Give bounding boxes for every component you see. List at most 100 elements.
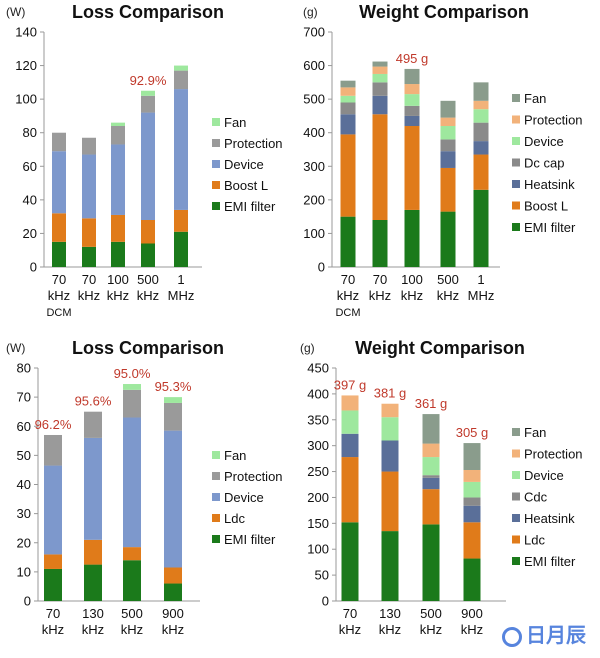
y-tick-label: 50: [17, 448, 31, 463]
bar-segment-device: [381, 417, 399, 441]
bar-segment-ldc: [341, 457, 359, 523]
bar-segment-protection: [381, 403, 399, 418]
legend-swatch: [512, 449, 520, 458]
y-tick-label: 80: [23, 125, 37, 140]
y-tick-label: 300: [307, 438, 329, 453]
x-tick-label: DCM: [46, 307, 71, 319]
x-tick-label: kHz: [48, 288, 70, 303]
y-tick-label: 200: [303, 192, 325, 207]
x-tick-label: 500: [437, 272, 459, 287]
legend-label: Fan: [224, 115, 246, 130]
bar-segment-protection: [111, 126, 125, 145]
bar-segment-boost-l: [473, 154, 489, 190]
x-tick-label: 100: [401, 272, 423, 287]
y-tick-label: 70: [17, 390, 31, 405]
x-tick-label: kHz: [420, 622, 442, 637]
legend-swatch: [212, 451, 220, 459]
efficiency-annotation: 95.3%: [155, 379, 192, 394]
bar-segment-fan: [404, 68, 420, 85]
legend-swatch: [212, 160, 220, 168]
bar-segment-protection: [141, 95, 155, 113]
bar-segment-device: [473, 109, 489, 123]
legend-label: Protection: [224, 469, 283, 484]
y-tick-label: 700: [303, 25, 325, 40]
legend-label: Fan: [524, 425, 546, 440]
y-tick-label: 140: [15, 25, 37, 40]
x-tick-label: kHz: [437, 288, 459, 303]
legend-label: EMI filter: [524, 220, 576, 235]
bar-segment-ldc: [123, 547, 141, 561]
bar-segment-device: [372, 73, 388, 83]
legend-label: Fan: [224, 448, 246, 463]
bar-segment-protection: [463, 470, 481, 482]
bar-segment-emi-filter: [372, 220, 388, 267]
bar-segment-device: [52, 151, 66, 214]
bar-segment-device: [404, 94, 420, 106]
x-tick-label: MHz: [168, 288, 195, 303]
y-tick-label: 80: [17, 361, 31, 376]
x-tick-label: kHz: [339, 622, 361, 637]
y-tick-label: 20: [17, 535, 31, 550]
bar-segment-heatsink: [463, 505, 481, 523]
legend-label: EMI filter: [224, 532, 276, 547]
unit-label: (g): [300, 341, 315, 355]
legend-label: Device: [224, 490, 264, 505]
bar-segment-device: [341, 410, 359, 434]
bar-segment-fan: [111, 122, 125, 126]
unit-label: (g): [303, 5, 318, 19]
legend-label: Boost L: [224, 178, 268, 193]
bar-segment-protection: [473, 100, 489, 110]
legend-label: Protection: [524, 447, 583, 462]
bar-segment-device: [111, 144, 125, 215]
y-tick-label: 20: [23, 226, 37, 241]
bar-segment-fan: [141, 90, 155, 96]
bar-segment-dc-cap: [404, 105, 420, 116]
bar-segment-fan: [372, 61, 388, 67]
x-tick-label: 900: [162, 606, 184, 621]
bar-segment-boost-l: [340, 134, 356, 217]
x-tick-label: kHz: [78, 288, 100, 303]
legend-label: Protection: [524, 113, 583, 128]
y-tick-label: 100: [307, 542, 329, 557]
x-tick-label: kHz: [137, 288, 159, 303]
x-tick-label: 130: [82, 606, 104, 621]
bar-segment-fan: [422, 414, 440, 444]
bar-segment-protection: [341, 395, 359, 411]
bar-segment-emi-filter: [404, 209, 420, 267]
bar-segment-boost-l: [82, 218, 96, 247]
bar-segment-protection: [123, 389, 141, 418]
bar-segment-boost-l: [52, 213, 66, 242]
efficiency-annotation: 95.0%: [114, 366, 151, 381]
y-tick-label: 100: [15, 92, 37, 107]
bar-segment-protection: [174, 70, 188, 90]
legend-swatch: [512, 535, 520, 544]
y-tick-label: 30: [17, 506, 31, 521]
x-tick-label: 70: [373, 272, 387, 287]
bar-segment-emi-filter: [82, 246, 96, 267]
chart-title: Loss Comparison: [72, 338, 224, 358]
legend-label: Boost L: [524, 199, 568, 214]
x-tick-label: 500: [420, 606, 442, 621]
bar-segment-ldc: [422, 489, 440, 525]
bar-segment-emi-filter: [473, 189, 489, 267]
legend-swatch: [512, 492, 520, 501]
x-tick-label: 70: [52, 272, 66, 287]
legend-swatch: [512, 223, 520, 231]
bar-segment-device: [174, 89, 188, 210]
x-tick-label: 500: [121, 606, 143, 621]
bar-segment-heatsink: [404, 115, 420, 126]
bar-segment-protection: [82, 137, 96, 155]
bar-segment-device: [440, 126, 456, 140]
legend-swatch: [512, 201, 520, 210]
legend-label: Protection: [224, 136, 283, 151]
bar-segment-dc-cap: [440, 139, 456, 152]
y-tick-label: 60: [23, 159, 37, 174]
legend-label: EMI filter: [224, 199, 276, 214]
bar-segment-emi-filter: [340, 216, 356, 267]
y-tick-label: 600: [303, 58, 325, 73]
bar-segment-emi-filter: [141, 243, 155, 267]
y-tick-label: 200: [307, 490, 329, 505]
x-tick-label: 1: [477, 272, 484, 287]
x-tick-label: 70: [343, 606, 357, 621]
bar-segment-device: [422, 457, 440, 476]
